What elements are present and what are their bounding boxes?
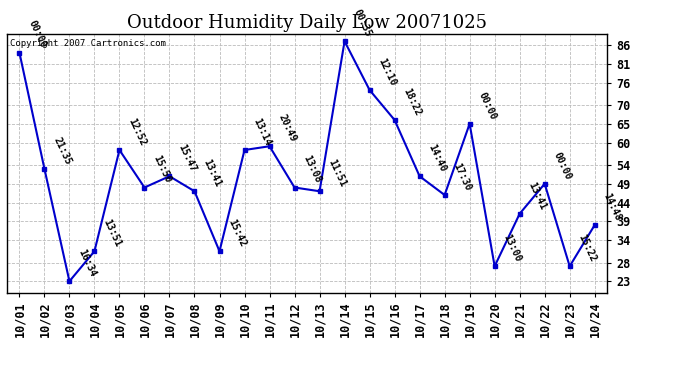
Text: 14:40: 14:40 bbox=[426, 142, 448, 174]
Text: 11:51: 11:51 bbox=[326, 158, 348, 189]
Text: 00:35: 00:35 bbox=[351, 8, 373, 39]
Text: 00:00: 00:00 bbox=[477, 90, 498, 121]
Text: 13:41: 13:41 bbox=[201, 158, 223, 189]
Text: 13:51: 13:51 bbox=[101, 217, 123, 249]
Text: 16:34: 16:34 bbox=[77, 248, 98, 279]
Text: 15:50: 15:50 bbox=[151, 154, 173, 185]
Title: Outdoor Humidity Daily Low 20071025: Outdoor Humidity Daily Low 20071025 bbox=[127, 14, 487, 32]
Text: 13:41: 13:41 bbox=[526, 180, 548, 211]
Text: 21:35: 21:35 bbox=[51, 135, 73, 166]
Text: 12:10: 12:10 bbox=[377, 56, 398, 87]
Text: 15:22: 15:22 bbox=[577, 232, 598, 264]
Text: 13:08: 13:08 bbox=[302, 154, 323, 185]
Text: 14:48: 14:48 bbox=[602, 191, 623, 222]
Text: 15:42: 15:42 bbox=[226, 217, 248, 249]
Text: 12:52: 12:52 bbox=[126, 116, 148, 147]
Text: Copyright 2007 Cartronics.com: Copyright 2007 Cartronics.com bbox=[10, 39, 166, 48]
Text: 00:00: 00:00 bbox=[26, 19, 48, 50]
Text: 15:47: 15:47 bbox=[177, 142, 198, 174]
Text: 17:30: 17:30 bbox=[451, 161, 473, 192]
Text: 13:00: 13:00 bbox=[502, 232, 523, 264]
Text: 20:49: 20:49 bbox=[277, 112, 298, 144]
Text: 13:14: 13:14 bbox=[251, 116, 273, 147]
Text: 00:00: 00:00 bbox=[551, 150, 573, 181]
Text: 18:22: 18:22 bbox=[402, 86, 423, 117]
